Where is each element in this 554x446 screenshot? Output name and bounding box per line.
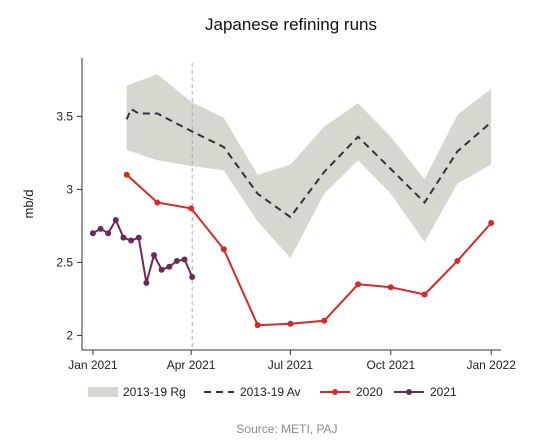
range-band	[126, 74, 492, 258]
point-2021	[166, 263, 173, 270]
y-tick-label: 2	[66, 328, 73, 342]
legend-label-2020: 2020	[356, 385, 383, 399]
point-2021	[89, 230, 96, 237]
point-2020	[387, 284, 394, 291]
point-2020	[421, 291, 428, 298]
point-2020	[220, 246, 227, 253]
point-2021	[189, 274, 196, 280]
legend-label-2021: 2021	[430, 385, 457, 399]
point-2021	[97, 225, 104, 232]
x-tick-label: Jan 2022	[466, 358, 516, 372]
point-2020	[154, 199, 161, 206]
point-2021	[112, 217, 119, 224]
x-tick-label: Jul 2021	[268, 358, 314, 372]
point-2021	[105, 230, 112, 237]
legend-marker-2021	[406, 389, 412, 395]
x-tick-label: Apr 2021	[167, 358, 216, 372]
legend: 2013-19 Rg 2013-19 Av 2020 2021	[88, 385, 457, 399]
point-2020	[355, 281, 362, 288]
point-2021	[128, 237, 135, 244]
point-2020	[321, 317, 328, 324]
x-tick-label: Jan 2021	[68, 358, 118, 372]
point-2021	[143, 279, 150, 286]
point-2020	[123, 171, 130, 178]
point-2021	[120, 234, 127, 241]
source-note: Source: METI, PAJ	[236, 422, 337, 436]
average-line	[125, 107, 492, 219]
y-tick-label: 2.5	[56, 255, 73, 269]
line-2020	[126, 174, 492, 327]
point-2020	[488, 219, 495, 226]
line-2021	[92, 217, 194, 284]
point-2020	[188, 205, 195, 212]
plot-area	[89, 63, 495, 350]
x-tick-label: Oct 2021	[366, 358, 415, 372]
point-2020	[454, 257, 461, 264]
point-2021	[181, 256, 188, 263]
y-tick-label: 3	[66, 182, 73, 196]
y-tick-label: 3.5	[56, 109, 73, 123]
point-2021	[151, 252, 158, 259]
legend-label-average: 2013-19 Av	[240, 385, 301, 399]
chart-title: Japanese refining runs	[205, 15, 377, 34]
point-2020	[254, 322, 261, 329]
legend-label-range: 2013-19 Rg	[123, 385, 186, 399]
axes: 2 2.5 3 3.5 Jan 2021 Apr 2021 Jul 2021 Oct 2021…	[56, 58, 516, 372]
y-axis-label: mb/d	[21, 190, 36, 219]
point-2021	[135, 234, 142, 241]
legend-swatch-range	[88, 387, 118, 397]
legend-marker-2020	[332, 389, 338, 395]
point-2021	[158, 266, 165, 273]
point-2021	[173, 257, 180, 264]
point-2020	[287, 320, 294, 327]
